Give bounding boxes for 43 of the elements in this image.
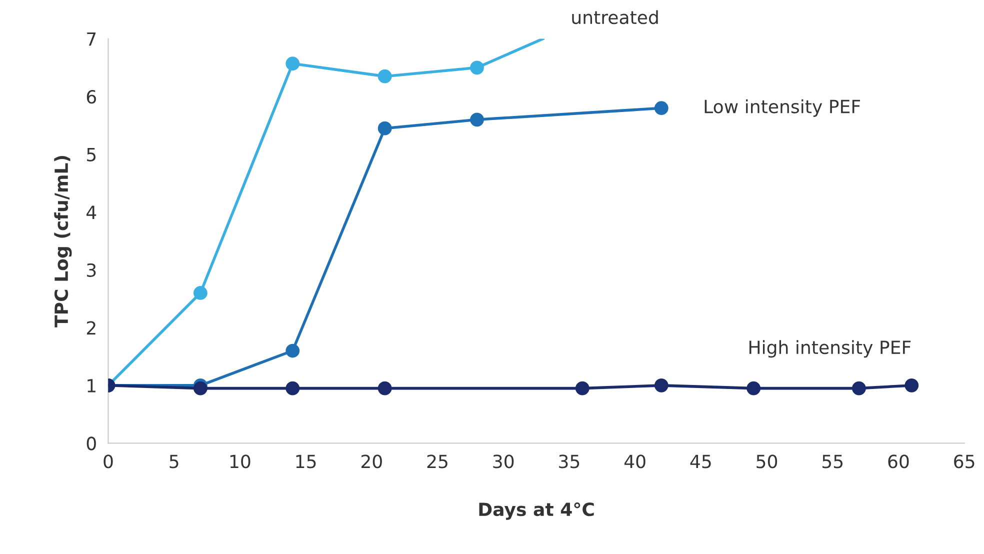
y-tick-label: 6 xyxy=(86,90,96,104)
x-tick-label: 55 xyxy=(822,454,843,468)
point xyxy=(575,381,590,396)
point xyxy=(193,286,208,300)
y-tick-label: 1 xyxy=(88,379,96,392)
x-tick-label: 40 xyxy=(624,454,646,468)
y-axis-title: TPC Log (cfu/mL) xyxy=(54,156,72,328)
point xyxy=(654,101,668,116)
x-axis-title: Days at 4°C xyxy=(479,502,594,520)
x-tick-label: 30 xyxy=(493,454,514,468)
x-tick-label: 50 xyxy=(756,454,778,468)
point xyxy=(904,378,919,392)
x-tick-label: 45 xyxy=(690,454,711,468)
x-tick-label: 0 xyxy=(104,454,113,468)
point xyxy=(378,381,392,396)
x-tick-label: 20 xyxy=(361,454,382,468)
point xyxy=(654,378,668,392)
x-tick-label: 35 xyxy=(559,454,580,468)
y-tick-label: 7 xyxy=(87,32,96,46)
point xyxy=(746,381,761,396)
x-tick-label: 60 xyxy=(888,454,909,468)
x-tick-label: 5 xyxy=(170,454,178,468)
point xyxy=(470,60,484,75)
x-tick-label: 10 xyxy=(230,454,250,468)
point xyxy=(378,121,392,136)
y-tick-label: 4 xyxy=(86,206,96,219)
text: Low intensity PEF xyxy=(704,99,860,117)
y-tick-label: 0 xyxy=(86,436,96,450)
point xyxy=(378,69,392,84)
series-label: High intensity PEF xyxy=(749,340,911,358)
y-tick-label: 2 xyxy=(86,321,96,335)
point xyxy=(470,112,484,127)
y-tick-label: 5 xyxy=(87,148,96,162)
point xyxy=(286,344,300,358)
point xyxy=(193,381,208,396)
point xyxy=(286,381,300,396)
x-tick-label: 25 xyxy=(427,454,448,468)
y-tick-label: 3 xyxy=(87,263,96,277)
point xyxy=(852,381,866,396)
series-label: untreated xyxy=(572,10,658,24)
x-tick-label: 65 xyxy=(954,454,974,468)
point xyxy=(286,56,300,71)
x-tick-label: 15 xyxy=(296,454,316,468)
